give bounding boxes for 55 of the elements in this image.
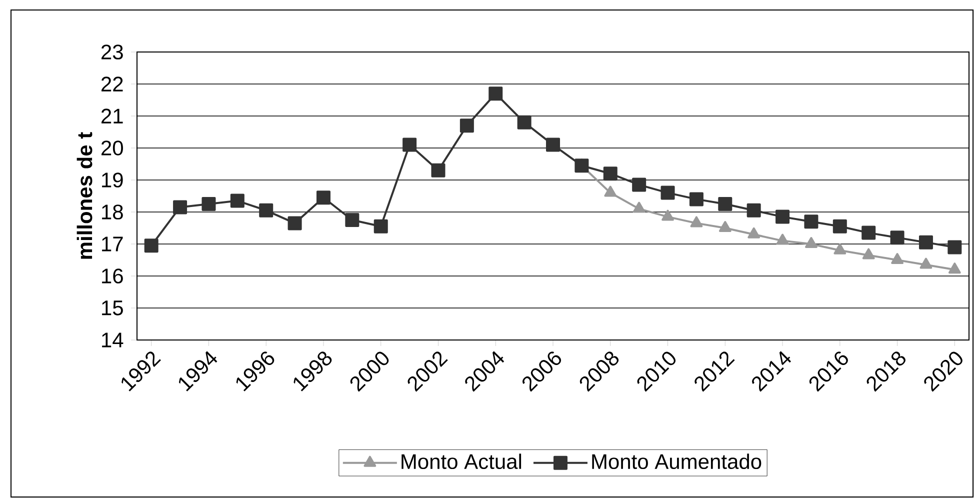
y-tick-label: 19 [102, 172, 123, 188]
point [805, 237, 818, 248]
point [230, 194, 244, 208]
point [402, 138, 417, 152]
point [948, 262, 961, 274]
point [345, 213, 360, 228]
y-tick-label: 15 [102, 300, 123, 316]
legend-label: Monto Aumentado [592, 454, 762, 470]
point [488, 86, 503, 101]
point [748, 227, 760, 238]
y-tick-label: 23 [102, 44, 123, 60]
point [173, 200, 188, 214]
legend-label: Monto Actual [402, 454, 522, 470]
point [431, 163, 446, 178]
point [632, 178, 646, 192]
point [718, 221, 732, 232]
point [746, 203, 761, 218]
point [374, 219, 388, 234]
y-tick-label: 14 [102, 332, 124, 348]
point [689, 192, 704, 206]
y-tick-label: 22 [102, 76, 123, 92]
point [832, 219, 847, 234]
y-tick-label: 17 [102, 236, 123, 252]
point [776, 234, 789, 245]
point [517, 115, 532, 130]
point [920, 258, 932, 269]
point [690, 216, 703, 228]
point [834, 243, 846, 254]
point [804, 214, 818, 229]
point [632, 202, 646, 213]
point [918, 235, 933, 250]
point [890, 230, 904, 245]
point [259, 203, 274, 218]
point [862, 248, 875, 260]
point [144, 238, 158, 253]
point [546, 138, 560, 152]
point [862, 226, 876, 240]
point [718, 197, 732, 212]
y-tick-label: 16 [102, 268, 123, 284]
point [891, 253, 904, 264]
point [574, 158, 589, 173]
y-tick-label: 18 [102, 204, 123, 220]
point [288, 216, 302, 230]
point [316, 190, 330, 205]
y-axis-title: millones de t [76, 132, 92, 259]
point [948, 240, 962, 254]
y-tick-label: 21 [102, 108, 123, 124]
point [460, 118, 474, 133]
point [604, 186, 617, 197]
y-tick-label: 20 [102, 140, 123, 156]
point [776, 210, 790, 224]
point [603, 166, 618, 181]
point [202, 197, 216, 212]
point [660, 186, 675, 200]
point [662, 210, 674, 221]
